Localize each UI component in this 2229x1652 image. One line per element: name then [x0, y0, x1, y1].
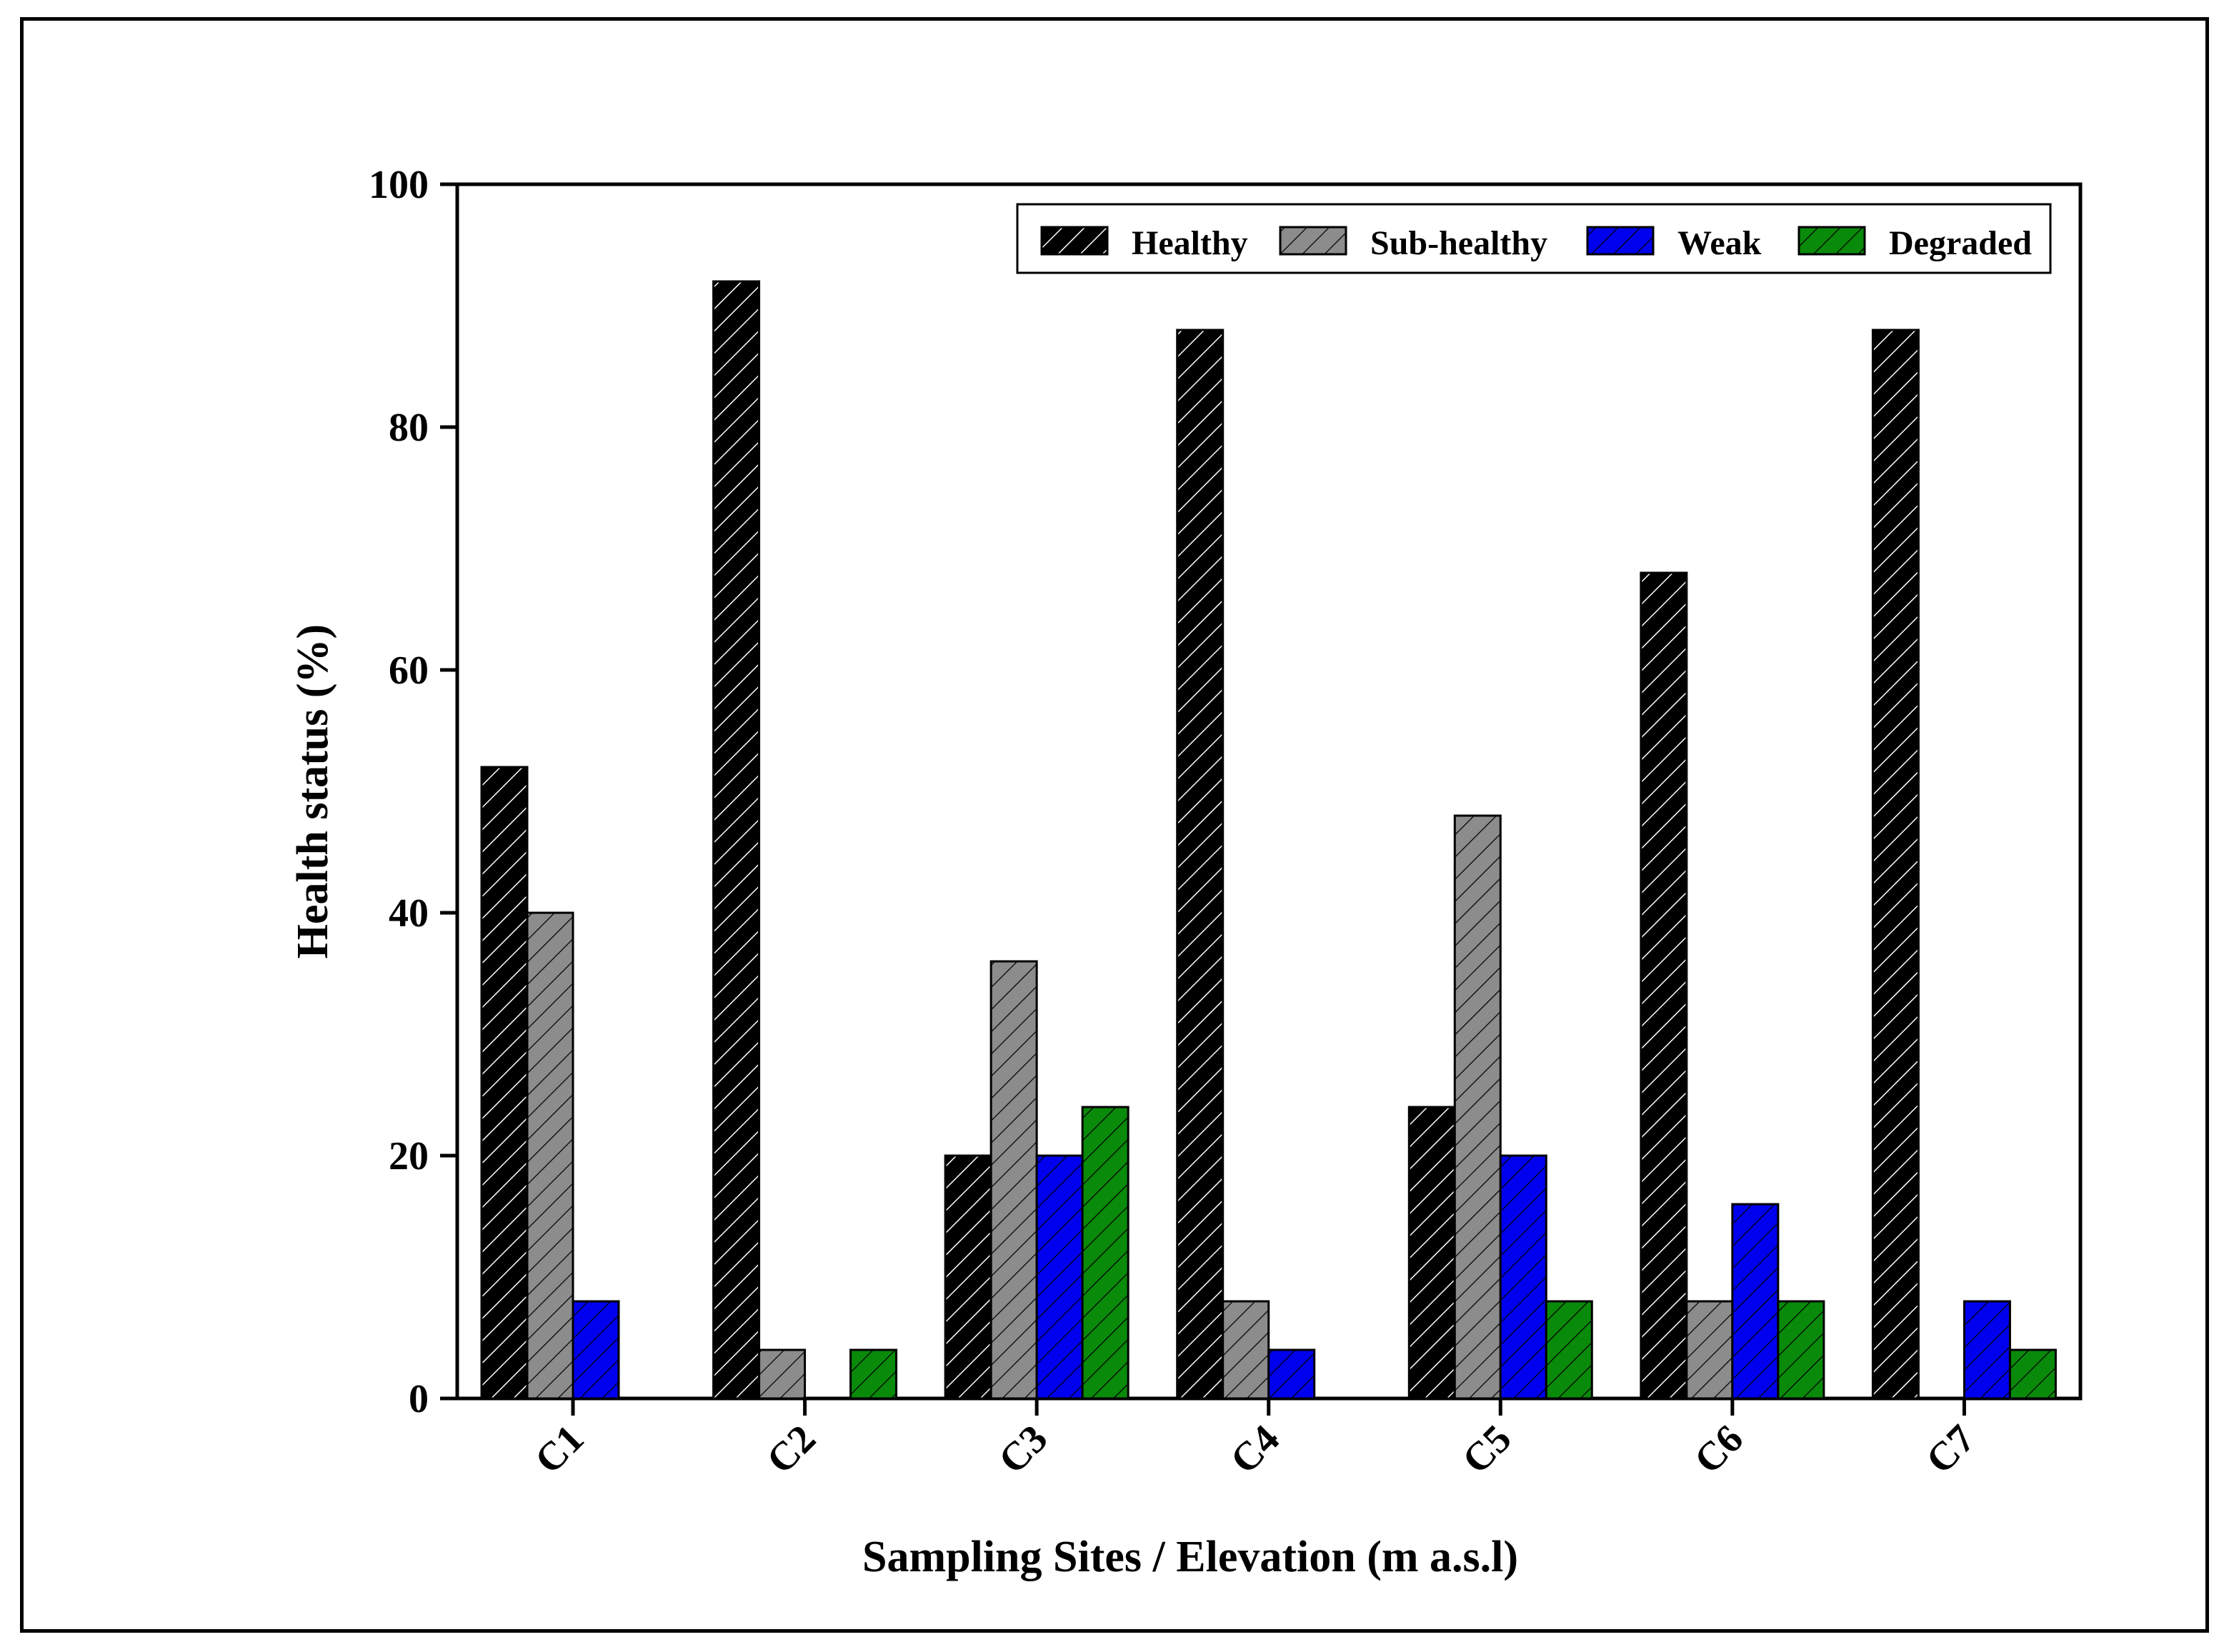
bar-hatch	[1963, 1300, 2011, 1400]
legend-swatch-hatch	[1797, 226, 1866, 256]
x-tick-label-c4: C4	[1222, 1416, 1288, 1482]
bar-hatch	[989, 960, 1038, 1400]
legend: Healthy Sub-healthy Weak Degraded	[1016, 203, 2052, 274]
bar-hatch	[1176, 329, 1225, 1400]
plot-border	[455, 182, 2083, 1401]
bar-hatch	[572, 1300, 620, 1400]
bar-hatch	[1081, 1106, 1130, 1400]
bar-hatch	[1407, 1106, 1456, 1400]
x-tick-label-c1: C1	[527, 1416, 592, 1482]
y-tick-label: 80	[389, 406, 429, 450]
x-tick-label-c3: C3	[990, 1416, 1056, 1482]
bar-hatch	[1545, 1300, 1593, 1400]
bar-hatch	[480, 766, 529, 1400]
bar-hatch	[1685, 1300, 1734, 1400]
y-axis-title: Health status (%)	[289, 624, 337, 958]
y-tick-label: 40	[389, 891, 429, 936]
legend-label-healthy: Healthy	[1132, 224, 1248, 262]
bar-hatch	[1777, 1300, 1825, 1400]
y-tick-label: 100	[369, 163, 429, 207]
x-tick-label-c2: C2	[759, 1416, 824, 1482]
bars-group	[480, 280, 2057, 1400]
x-axis: C1 C2 C3 C4 C5 C6 C7	[527, 1398, 1984, 1483]
plot-area	[455, 182, 2083, 1401]
x-tick-label-c7: C7	[1918, 1416, 1983, 1482]
y-tick-label: 60	[389, 649, 429, 693]
bar-hatch	[944, 1154, 992, 1400]
y-tick-label: 20	[389, 1134, 429, 1178]
x-tick-label-c6: C6	[1686, 1416, 1752, 1482]
legend-box	[1016, 203, 2052, 274]
bar-hatch	[1871, 329, 1920, 1400]
bar-hatch	[1035, 1154, 1084, 1400]
bar-hatch	[849, 1348, 898, 1400]
bar-hatch	[1731, 1203, 1780, 1400]
y-tick-label: 0	[409, 1377, 429, 1421]
bar-hatch	[1267, 1348, 1316, 1400]
bar-hatch	[1453, 814, 1502, 1400]
y-axis: 0 20 40 60 80 100	[369, 163, 457, 1421]
bar-hatch	[1640, 571, 1688, 1400]
x-axis-title: Sampling Sites / Elevation (m a.s.l)	[862, 1533, 1518, 1581]
bar-hatch	[1222, 1300, 1270, 1400]
legend-swatch-hatch	[1586, 226, 1655, 256]
x-tick-label-c5: C5	[1454, 1416, 1520, 1482]
bar-hatch	[712, 280, 761, 1400]
legend-swatch-hatch	[1279, 226, 1347, 256]
legend-label-weak: Weak	[1677, 224, 1762, 262]
legend-swatch-hatch	[1040, 226, 1109, 256]
legend-label-sub-healthy: Sub-healthy	[1370, 224, 1547, 262]
bar-hatch	[2008, 1348, 2057, 1400]
bar-hatch	[1499, 1154, 1547, 1400]
bar-hatch	[758, 1348, 807, 1400]
legend-label-degraded: Degraded	[1889, 224, 2032, 262]
bar-hatch	[526, 911, 574, 1400]
